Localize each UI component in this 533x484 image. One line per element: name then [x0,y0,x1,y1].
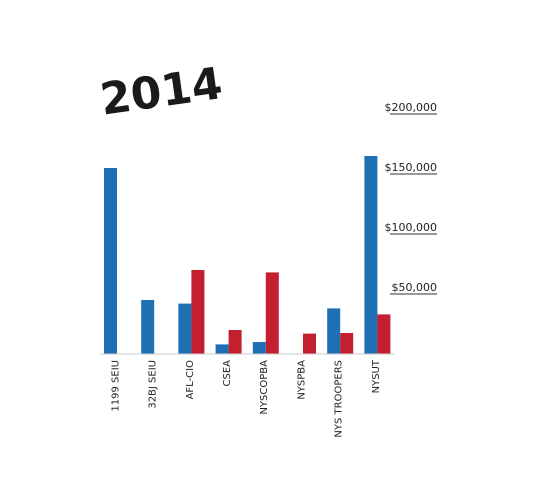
bar-s0-afl-cio [178,303,192,354]
x-tick-label: 1199 SEIU [110,360,121,412]
bar-s0-nyscopba [252,342,266,354]
bar-s0-1199-seiu [104,168,117,354]
y-tick-label: $150,000 [385,161,438,174]
x-tick-label: NYSPBA [296,360,307,400]
chart-title: 2014 [97,58,225,126]
bar-s1-csea [228,330,242,354]
y-tick-label: $200,000 [385,101,438,114]
x-tick-label: NYSCOPBA [259,360,270,415]
x-tick-label: AFL-CIO [185,360,196,400]
bar-s1-nyscopba [265,272,279,354]
bar-s0-nysut [364,156,378,354]
bar-s0-csea [215,344,229,354]
bar-s1-nyspba [303,333,316,354]
bar-s1-afl-cio [191,270,205,354]
y-axis: $50,000 $100,000 $150,000 $200,000 [385,101,438,295]
bar-s0-32bj-seiu [141,300,155,354]
bar-s0-nys-troopers [327,308,341,354]
bar-s1-nys-troopers [340,333,354,354]
bars-group [104,156,391,354]
x-tick-label: 32BJ SEIU [148,360,159,409]
x-tick-label: NYS TROOPERS [334,360,345,438]
x-tick-label: CSEA [222,360,233,387]
x-tick-label: NYSUT [371,359,382,393]
y-tick-label: $50,000 [392,281,438,294]
x-axis: 1199 SEIU 32BJ SEIU AFL-CIO CSEA NYSCOPBA NYS… [110,359,381,437]
bar-s1-nysut [377,314,391,354]
y-tick-label: $100,000 [385,221,438,234]
